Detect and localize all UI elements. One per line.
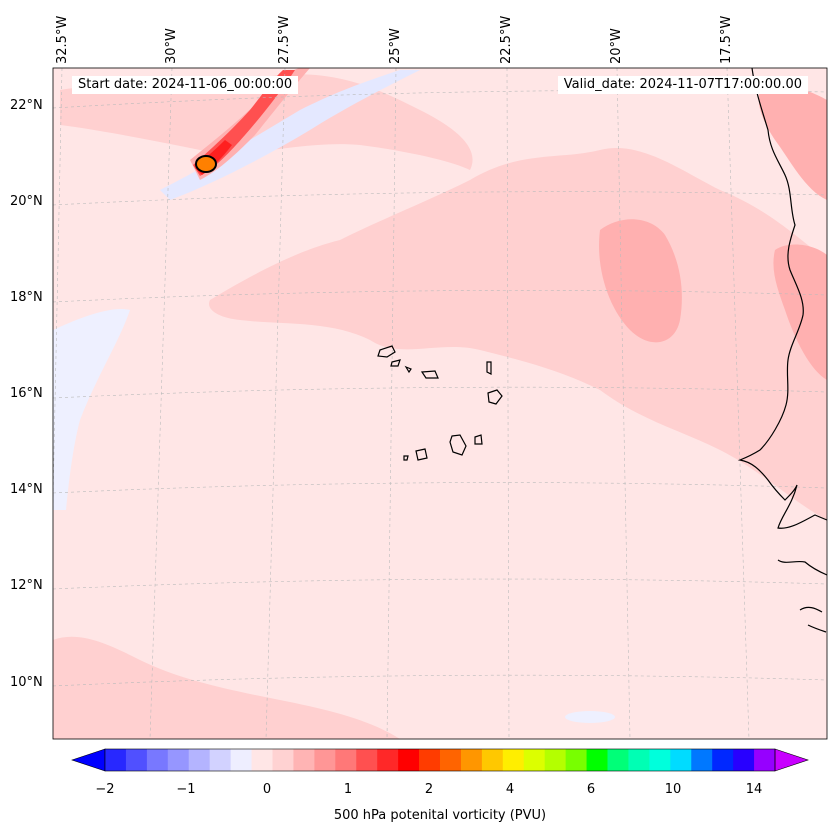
colorbar-tick-label: 2 [424, 782, 434, 797]
colorbar-cell [314, 749, 336, 771]
lon-label-22-5w: 22.5°W [499, 15, 514, 64]
colorbar-cell [356, 749, 378, 771]
colorbar-tick-label: 1 [343, 782, 353, 797]
colorbar-extend-max [774, 748, 809, 772]
colorbar-title: 500 hPa potenital vorticity (PVU) [333, 808, 547, 823]
colorbar-tick-label: 6 [586, 782, 596, 797]
colorbar-cell [607, 749, 629, 771]
colorbar-cell [733, 749, 755, 771]
pv-positive-region-southwest [53, 636, 400, 739]
pv-positive-region-central [209, 148, 827, 520]
lat-label-16n: 16°N [10, 386, 43, 401]
valid-date-label: Valid_date: 2024-11-07T17:00:00.00 [557, 76, 808, 94]
pv-positive-region-east [599, 219, 682, 343]
colorbar-tick-label: −1 [176, 782, 196, 797]
colorbar-cell [230, 749, 253, 771]
colorbar-cell [209, 749, 232, 771]
lat-label-14n: 14°N [10, 482, 43, 497]
colorbar-tick-label: −2 [95, 782, 115, 797]
lat-label-22n: 22°N [10, 98, 43, 113]
colorbar-cell [419, 749, 441, 771]
colorbar-cell [125, 749, 148, 771]
colorbar-cell [712, 749, 734, 771]
africa-coastline [737, 68, 827, 529]
lon-label-25w: 25°W [388, 28, 403, 64]
colorbar-cell [481, 749, 504, 771]
cape-verde-islands [377, 345, 503, 461]
colorbar-cell [565, 749, 588, 771]
colorbar-cell [628, 749, 650, 771]
lat-label-10n: 10°N [10, 675, 43, 690]
colorbar-cell [691, 749, 713, 771]
pv-negative-band-west [53, 309, 130, 510]
pv-negative-band-north [160, 70, 420, 200]
colorbar-cell [649, 749, 671, 771]
colorbar-cell [167, 749, 190, 771]
colorbar-cell [272, 749, 294, 771]
colorbar-cell [293, 749, 315, 771]
graticule [53, 68, 827, 739]
lon-label-32-5w: 32.5°W [55, 15, 70, 64]
lat-label-20n: 20°N [10, 194, 43, 209]
colorbar-cell [105, 749, 127, 771]
colorbar-cell [523, 749, 546, 771]
start-date-label: Start date: 2024-11-06_00:00:00 [72, 76, 299, 94]
pv-negative-patch-south [565, 711, 615, 723]
lon-label-27-5w: 27.5°W [277, 15, 292, 64]
lon-label-17-5w: 17.5°W [719, 15, 734, 64]
colorbar-cell [754, 749, 776, 771]
lon-label-30w: 30°W [164, 28, 179, 64]
colorbar [71, 748, 809, 772]
colorbar-tick-label: 0 [262, 782, 272, 797]
colorbar-cell [440, 749, 462, 771]
lon-label-20w: 20°W [609, 28, 624, 64]
africa-coastline-south [777, 559, 827, 633]
colorbar-tick-label: 14 [745, 782, 763, 797]
pv-positive-region-northeast [758, 85, 827, 200]
lat-label-18n: 18°N [10, 290, 43, 305]
colorbar-tick-label: 10 [664, 782, 682, 797]
colorbar-cell [586, 749, 608, 771]
lat-label-12n: 12°N [10, 578, 43, 593]
map-frame [52, 67, 828, 740]
colorbar-cell [502, 749, 525, 771]
colorbar-cell [251, 749, 273, 771]
pv-positive-region-coast [773, 244, 827, 380]
colorbar-cell [377, 749, 399, 771]
colorbar-cell [188, 749, 211, 771]
colorbar-cell [460, 749, 483, 771]
colorbar-cell [146, 749, 169, 771]
colorbar-cell [335, 749, 357, 771]
colorbar-cell [670, 749, 692, 771]
pv-maximum [195, 155, 217, 173]
colorbar-extend-min [71, 748, 106, 772]
colorbar-cell [398, 749, 420, 771]
colorbar-tick-label: 4 [505, 782, 515, 797]
colorbar-cell [544, 749, 567, 771]
pv-positive-region-north [60, 74, 473, 170]
